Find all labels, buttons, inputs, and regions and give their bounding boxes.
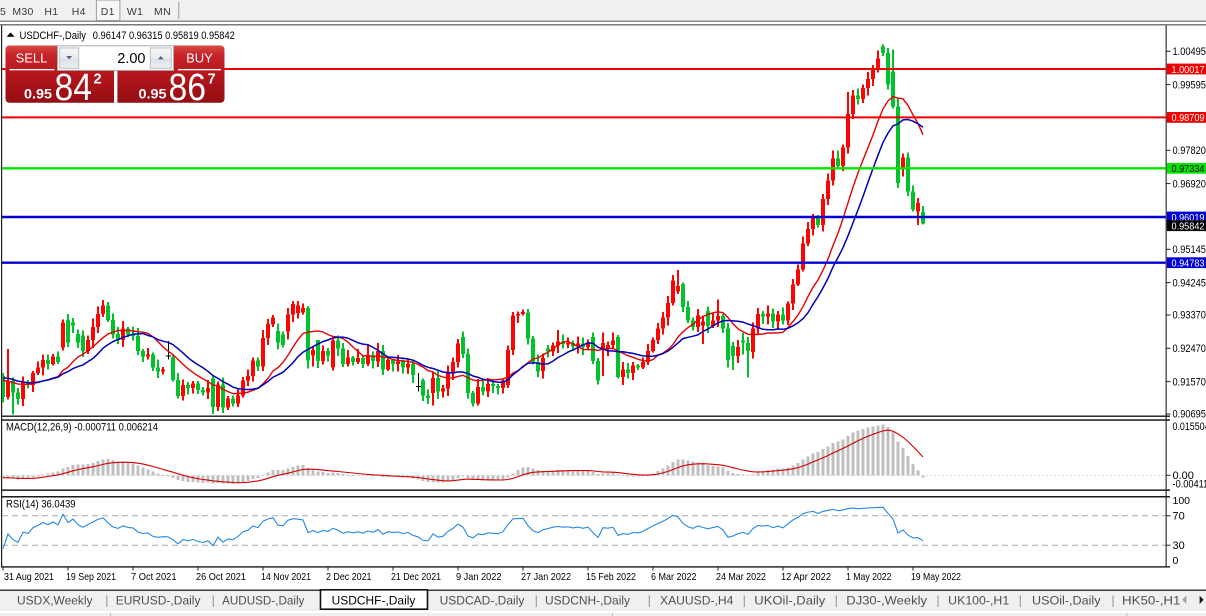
- svg-text:19 May 2022: 19 May 2022: [911, 571, 961, 583]
- svg-text:EURUSD-,Daily: EURUSD-,Daily: [116, 594, 202, 608]
- svg-text:BUY: BUY: [186, 51, 213, 66]
- svg-text:0.91570: 0.91570: [1173, 376, 1206, 388]
- svg-text:70: 70: [1173, 511, 1185, 523]
- svg-text:0.95: 0.95: [139, 87, 167, 102]
- svg-text:0.90695: 0.90695: [1173, 409, 1206, 421]
- svg-text:0.95842: 0.95842: [1172, 221, 1205, 233]
- svg-text:2.00: 2.00: [117, 51, 145, 67]
- svg-text:USDCNH-,Daily: USDCNH-,Daily: [545, 594, 631, 608]
- svg-text:26 Oct 2021: 26 Oct 2021: [196, 571, 246, 583]
- svg-text:84: 84: [55, 67, 93, 109]
- svg-text:27 Jan 2022: 27 Jan 2022: [521, 571, 571, 583]
- svg-text:|: |: [937, 595, 940, 607]
- svg-text:0.00: 0.00: [1173, 470, 1194, 482]
- svg-text:D1: D1: [101, 6, 115, 18]
- svg-text:SELL: SELL: [16, 51, 48, 66]
- svg-text:0.94245: 0.94245: [1173, 277, 1206, 289]
- svg-text:UKOil-,Daily: UKOil-,Daily: [754, 594, 826, 608]
- svg-text:12 Apr 2022: 12 Apr 2022: [781, 571, 831, 583]
- svg-text:14 Nov 2021: 14 Nov 2021: [261, 571, 311, 583]
- svg-text:6 Mar 2022: 6 Mar 2022: [651, 571, 697, 583]
- svg-text:15 Feb 2022: 15 Feb 2022: [586, 571, 636, 583]
- svg-text:9 Jan 2022: 9 Jan 2022: [456, 571, 502, 583]
- svg-text:0.98709: 0.98709: [1172, 112, 1205, 124]
- svg-text:0.95: 0.95: [24, 87, 52, 102]
- svg-text:W1: W1: [127, 6, 143, 18]
- svg-text:DJ30-,Weekly: DJ30-,Weekly: [846, 594, 928, 608]
- svg-text:MACD(12,26,9) -0.000711 0.0062: MACD(12,26,9) -0.000711 0.006214: [6, 422, 158, 434]
- svg-text:24 Mar 2022: 24 Mar 2022: [716, 571, 766, 583]
- svg-text:XAUUSD-,H4: XAUUSD-,H4: [660, 594, 734, 608]
- svg-text:0.0155040: 0.0155040: [1173, 421, 1206, 433]
- svg-text:86: 86: [169, 67, 207, 109]
- svg-text:7: 7: [208, 72, 216, 88]
- svg-text:0.99595: 0.99595: [1173, 79, 1206, 91]
- svg-text:H4: H4: [72, 6, 86, 18]
- svg-text:1 May 2022: 1 May 2022: [846, 571, 892, 583]
- svg-text:|: |: [648, 595, 651, 607]
- svg-text:|: |: [1019, 595, 1022, 607]
- svg-text:0.94783: 0.94783: [1172, 258, 1205, 270]
- svg-text:HK50-,H1: HK50-,H1: [1122, 594, 1181, 608]
- svg-text:100: 100: [1173, 495, 1191, 507]
- svg-text:0.93370: 0.93370: [1173, 310, 1206, 322]
- svg-text:0.96920: 0.96920: [1173, 178, 1206, 190]
- svg-text:31 Aug 2021: 31 Aug 2021: [4, 571, 54, 583]
- svg-text:UK100-,H1: UK100-,H1: [948, 594, 1009, 608]
- svg-text:2 Dec 2021: 2 Dec 2021: [326, 571, 372, 583]
- svg-text:0.96147 0.96315 0.95819 0.9584: 0.96147 0.96315 0.95819 0.95842: [93, 30, 235, 42]
- svg-text:|: |: [105, 595, 108, 607]
- svg-text:|: |: [743, 595, 746, 607]
- svg-text:USDCHF-,Daily: USDCHF-,Daily: [20, 30, 87, 42]
- svg-text:USDCHF-,Daily: USDCHF-,Daily: [332, 594, 417, 608]
- svg-text:USDCAD-,Daily: USDCAD-,Daily: [440, 594, 526, 608]
- svg-text:0: 0: [1173, 555, 1179, 567]
- svg-text:0.97820: 0.97820: [1173, 145, 1206, 157]
- svg-text:USDX,Weekly: USDX,Weekly: [17, 594, 93, 608]
- svg-text:-0.0041180: -0.0041180: [1173, 478, 1206, 490]
- svg-text:19 Sep 2021: 19 Sep 2021: [66, 571, 116, 583]
- svg-text:0.95145: 0.95145: [1173, 244, 1206, 256]
- svg-text:H1: H1: [44, 6, 58, 18]
- svg-text:RSI(14) 36.0439: RSI(14) 36.0439: [6, 498, 76, 510]
- svg-text:USOil-,Daily: USOil-,Daily: [1032, 594, 1101, 608]
- svg-text:1.00017: 1.00017: [1172, 64, 1205, 76]
- svg-text:21 Dec 2021: 21 Dec 2021: [391, 571, 441, 583]
- svg-text:|: |: [212, 595, 215, 607]
- svg-text:M30: M30: [12, 6, 33, 18]
- svg-text:MN: MN: [154, 6, 171, 18]
- svg-text:0.92470: 0.92470: [1173, 343, 1206, 355]
- svg-text:M5: M5: [0, 6, 6, 18]
- svg-text:AUDUSD-,Daily: AUDUSD-,Daily: [222, 594, 305, 608]
- svg-text:|: |: [835, 595, 838, 607]
- svg-text:|: |: [1112, 595, 1115, 607]
- svg-text:|: |: [535, 595, 538, 607]
- svg-text:7 Oct 2021: 7 Oct 2021: [131, 571, 177, 583]
- svg-text:2: 2: [94, 72, 102, 88]
- svg-text:1.00495: 1.00495: [1173, 46, 1206, 58]
- svg-text:30: 30: [1173, 540, 1185, 552]
- svg-text:0.97334: 0.97334: [1172, 163, 1205, 175]
